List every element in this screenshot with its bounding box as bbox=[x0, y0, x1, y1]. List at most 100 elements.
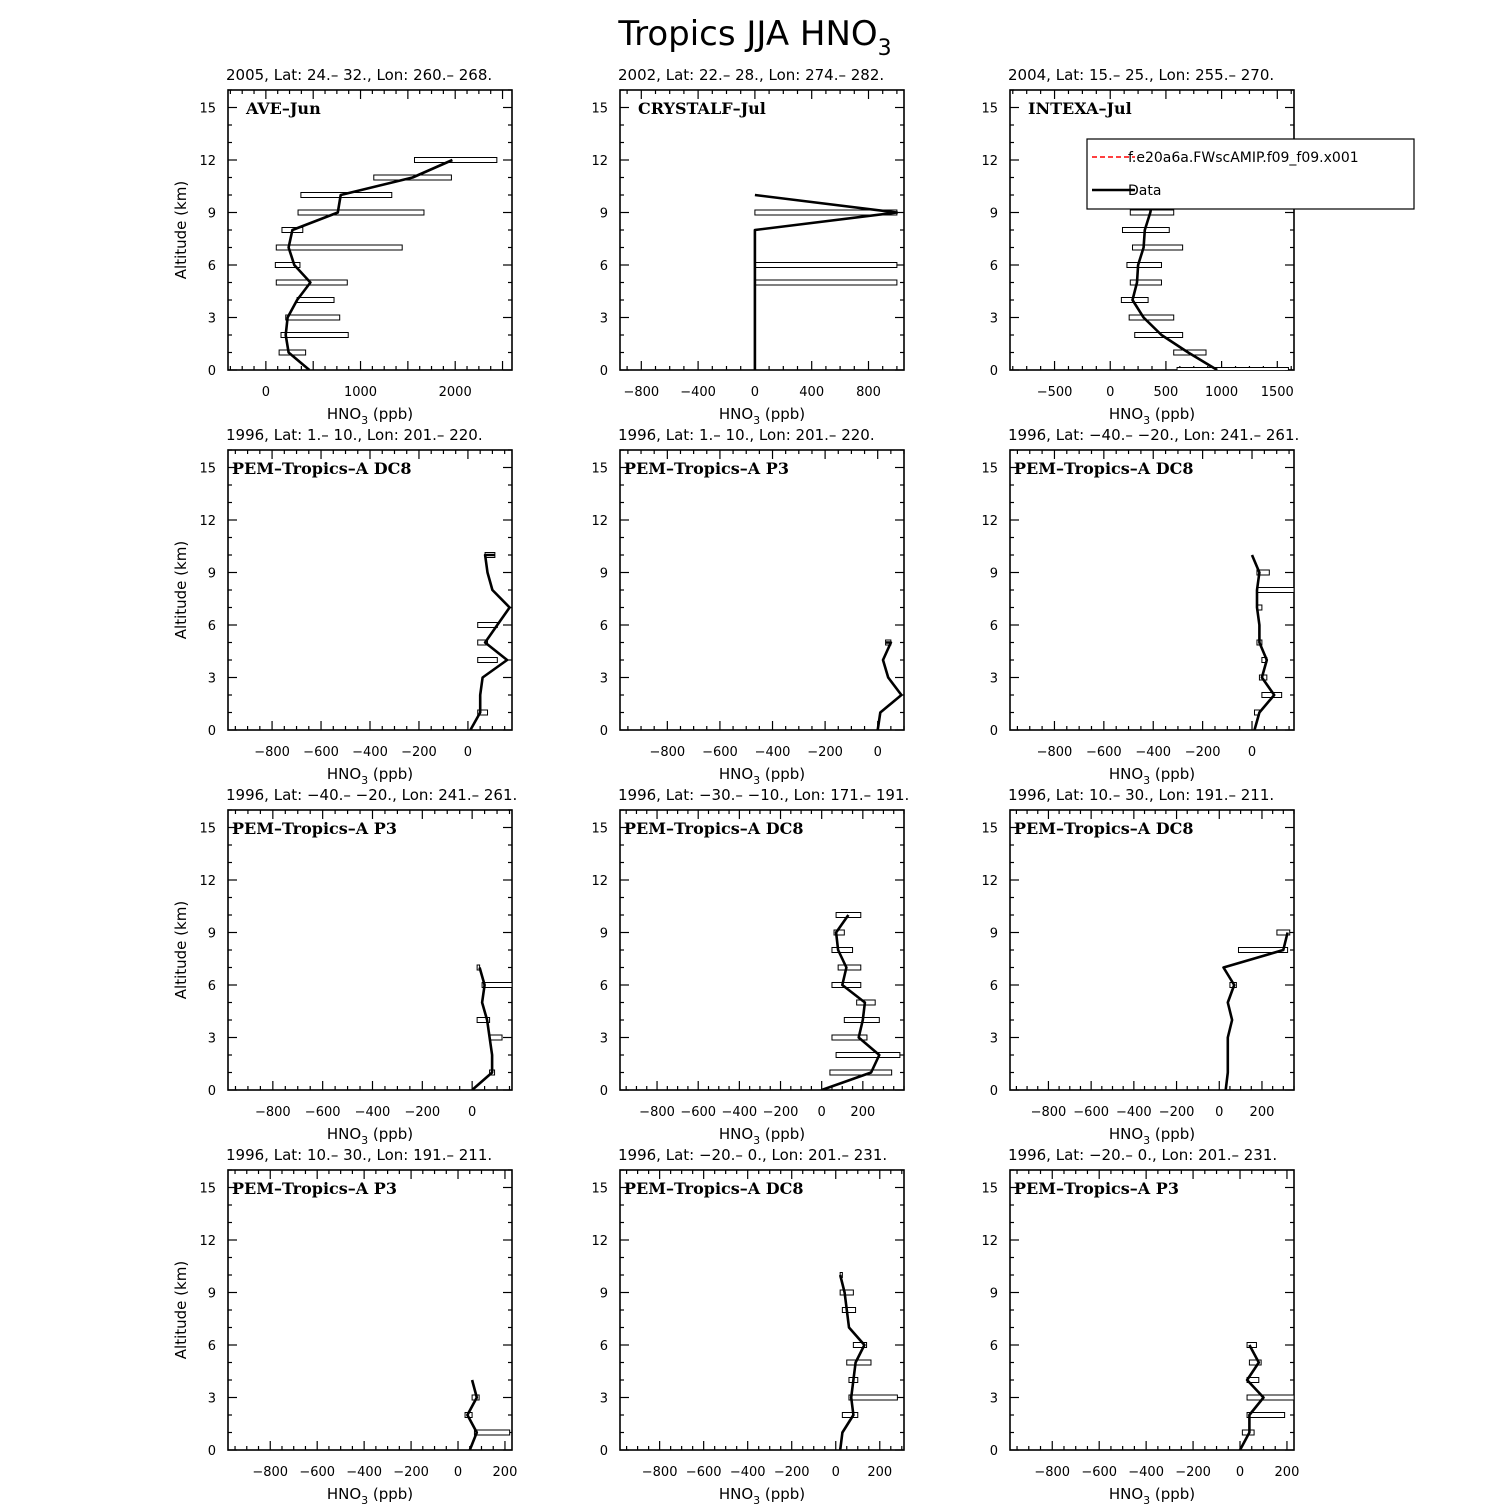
y-tick-label: 15 bbox=[981, 1182, 998, 1197]
y-axis-title: Altitude (km) bbox=[172, 1261, 190, 1359]
x-tick-label: 500 bbox=[1154, 385, 1179, 400]
x-tick-label: 0 bbox=[468, 1105, 476, 1120]
y-tick-label: 9 bbox=[600, 927, 608, 942]
range-bar bbox=[1132, 244, 1184, 251]
x-tick-label: −200 bbox=[763, 1105, 799, 1120]
x-axis-title-main: HNO bbox=[719, 1125, 753, 1143]
x-tick-label: −600 bbox=[1086, 745, 1122, 760]
y-tick-label: 3 bbox=[600, 672, 608, 687]
range-bar bbox=[477, 657, 498, 663]
x-tick-label: 1500 bbox=[1261, 385, 1294, 400]
legend-box bbox=[1086, 138, 1415, 210]
y-tick-label: 6 bbox=[208, 619, 216, 634]
x-axis-title-subscript: 3 bbox=[753, 774, 760, 787]
data-profile-line bbox=[466, 1379, 479, 1450]
data-profile-line bbox=[284, 158, 453, 370]
range-bar bbox=[275, 279, 348, 286]
legend: f.e20a6a.FWscAMIP.f09_f09.x001 Data bbox=[1086, 138, 1415, 210]
x-tick-label: −800 bbox=[639, 1105, 675, 1120]
y-tick-label: 9 bbox=[600, 1287, 608, 1302]
x-axis-title-subscript: 3 bbox=[361, 774, 368, 787]
x-tick-label: −200 bbox=[1185, 745, 1221, 760]
x-tick-label: −400 bbox=[722, 1105, 758, 1120]
y-tick-label: 12 bbox=[591, 1234, 608, 1249]
figure-title: Tropics JJA HNO3 bbox=[617, 14, 891, 61]
panel-7: 1996, Lat: −40.– −20., Lon: 241.– 261. 0 3… bbox=[172, 786, 517, 1147]
data-layer bbox=[1238, 1342, 1294, 1450]
panel-label: PEM–Tropics–A P3 bbox=[232, 1179, 397, 1198]
x-tick-label: −600 bbox=[686, 1465, 722, 1480]
x-tick-label: −800 bbox=[1037, 745, 1073, 760]
data-layer bbox=[274, 157, 498, 370]
data-profile-line bbox=[1222, 932, 1289, 1090]
range-bar bbox=[831, 1034, 868, 1041]
range-bar bbox=[285, 314, 341, 321]
range-bar bbox=[831, 947, 854, 953]
y-tick-label: 6 bbox=[600, 259, 608, 274]
x-axis-title-main: HNO bbox=[719, 765, 753, 783]
x-tick-label: −800 bbox=[1031, 1105, 1067, 1120]
range-bar bbox=[477, 709, 489, 716]
y-tick-label: 3 bbox=[208, 1392, 216, 1407]
panel-8: 1996, Lat: −30.– −10., Lon: 171.– 191. 0 3… bbox=[591, 786, 909, 1147]
x-axis-title-unit: (ppb) bbox=[368, 765, 413, 783]
x-tick-label: −400 bbox=[1128, 1465, 1164, 1480]
range-bar bbox=[1276, 929, 1291, 936]
y-tick-label: 9 bbox=[990, 1287, 998, 1302]
x-tick-label: −800 bbox=[623, 385, 659, 400]
range-bar bbox=[489, 1034, 503, 1041]
y-tick-label: 9 bbox=[208, 927, 216, 942]
x-tick-label: −800 bbox=[252, 1465, 288, 1480]
x-tick-label: 0 bbox=[832, 1465, 840, 1480]
range-bar bbox=[274, 262, 301, 268]
range-bar bbox=[835, 912, 862, 918]
x-axis-title: HNO3 (ppb) bbox=[327, 405, 413, 427]
plot-frame bbox=[619, 809, 905, 1091]
range-bar bbox=[275, 244, 403, 251]
panel-4: 1996, Lat: 1.– 10., Lon: 201.– 220. 0 3 6 9 1… bbox=[172, 426, 513, 787]
y-tick-label: 9 bbox=[990, 207, 998, 222]
y-tick-label: 0 bbox=[990, 364, 998, 379]
y-tick-label: 15 bbox=[591, 102, 608, 117]
y-tick-label: 9 bbox=[208, 567, 216, 582]
y-tick-label: 6 bbox=[990, 1339, 998, 1354]
y-tick-label: 3 bbox=[208, 1032, 216, 1047]
y-tick-label: 6 bbox=[990, 259, 998, 274]
x-tick-label: 0 bbox=[751, 385, 759, 400]
panel-2: 2002, Lat: 22.– 28., Lon: 274.– 282. 0 3 6 9… bbox=[591, 66, 905, 427]
range-bar bbox=[473, 1429, 511, 1436]
y-tick-label: 3 bbox=[600, 312, 608, 327]
y-tick-label: 6 bbox=[208, 979, 216, 994]
x-tick-label: −600 bbox=[305, 1105, 341, 1120]
data-layer bbox=[1250, 554, 1294, 730]
x-axis-title-unit: (ppb) bbox=[1150, 765, 1195, 783]
x-tick-label: 0 bbox=[874, 745, 882, 760]
y-tick-label: 12 bbox=[981, 154, 998, 169]
x-tick-label: −600 bbox=[303, 745, 339, 760]
y-tick-label: 9 bbox=[208, 207, 216, 222]
range-bar bbox=[1126, 262, 1162, 268]
panel-1: 2005, Lat: 24.– 32., Lon: 260.– 268. 0 3 6 9… bbox=[172, 66, 513, 427]
panel-label: PEM–Tropics–A DC8 bbox=[1014, 819, 1194, 838]
y-tick-label: 12 bbox=[199, 874, 216, 889]
range-bar bbox=[476, 1017, 491, 1023]
panel-10: 1996, Lat: 10.– 30., Lon: 191.– 211. 0 3 6 9… bbox=[172, 1146, 517, 1507]
x-axis-title-main: HNO bbox=[1109, 1125, 1143, 1143]
y-tick-label: 9 bbox=[600, 207, 608, 222]
range-bar bbox=[297, 209, 425, 216]
range-bar bbox=[837, 964, 862, 971]
x-axis-title: HNO3 (ppb) bbox=[719, 405, 805, 427]
y-tick-label: 12 bbox=[199, 1234, 216, 1249]
range-bar bbox=[1246, 1412, 1286, 1418]
y-axis-title: Altitude (km) bbox=[172, 541, 190, 639]
range-bar bbox=[754, 262, 898, 268]
range-bar bbox=[848, 1394, 898, 1401]
x-tick-label: 200 bbox=[493, 1465, 518, 1480]
x-tick-label: −400 bbox=[680, 385, 716, 400]
y-tick-label: 15 bbox=[199, 822, 216, 837]
x-tick-label: −600 bbox=[680, 1105, 716, 1120]
panel-subtitle: 2002, Lat: 22.– 28., Lon: 274.– 282. bbox=[618, 66, 884, 84]
x-tick-label: −500 bbox=[1037, 385, 1073, 400]
x-axis-title-main: HNO bbox=[1109, 1485, 1143, 1503]
y-tick-label: 12 bbox=[981, 1234, 998, 1249]
